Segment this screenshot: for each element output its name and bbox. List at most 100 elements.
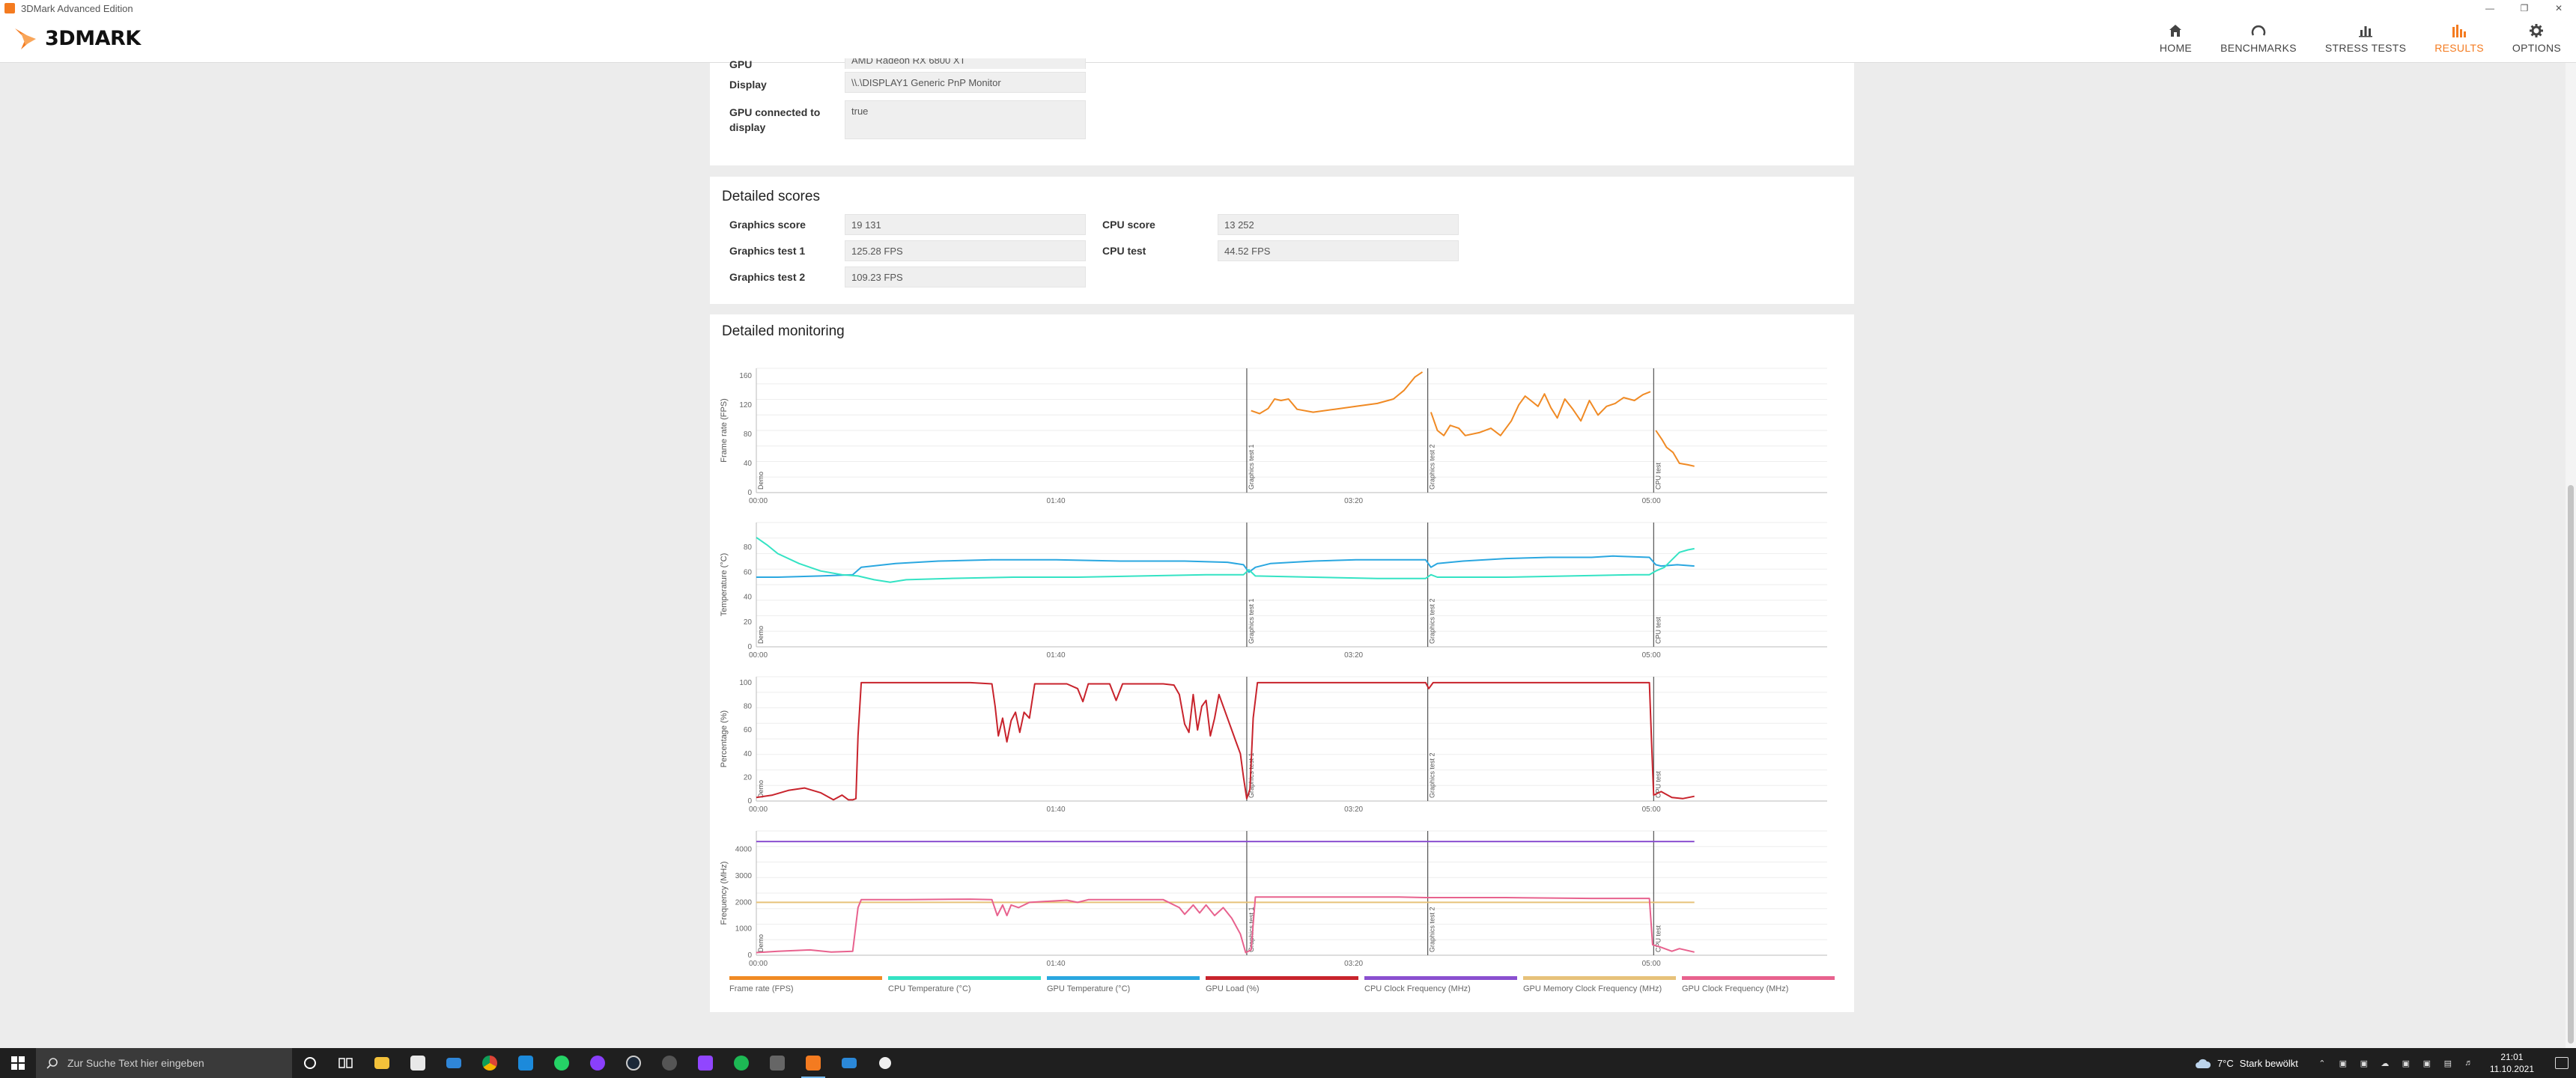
series-line-gpu-clock-frequency-mhz- xyxy=(756,896,1695,954)
chevron-up-icon[interactable]: ⌃ xyxy=(2318,1059,2326,1068)
test-marker-label: Demo xyxy=(757,626,765,644)
graphics-test-2-value: 109.23 FPS xyxy=(845,267,1086,287)
volume-icon[interactable]: ♬ xyxy=(2464,1059,2473,1068)
windows-taskbar: Zur Suche Text hier eingeben 7°C Stark b… xyxy=(0,1048,2576,1078)
legend-label: Frame rate (FPS) xyxy=(729,984,794,993)
series-line-gpu-load- xyxy=(756,681,1695,801)
3dmark-taskbar-icon[interactable] xyxy=(795,1048,831,1078)
system-tray: 7°C Stark bewölkt ⌃ ▣ ▣ ☁ ▣ ▣ ▤ ♬ 21:01 … xyxy=(2195,1048,2576,1078)
legend-label: GPU Load (%) xyxy=(1206,984,1260,993)
tray-app-icon[interactable]: ▣ xyxy=(2422,1059,2431,1068)
monitoring-legend: Frame rate (FPS) CPU Temperature (°C) GP… xyxy=(729,976,1835,993)
task-view-icon[interactable] xyxy=(328,1048,364,1078)
search-icon xyxy=(46,1058,58,1069)
app-icon-terminal[interactable] xyxy=(759,1048,795,1078)
x-tick-label: 00:00 xyxy=(749,651,768,660)
start-button[interactable] xyxy=(0,1048,36,1078)
onedrive-icon[interactable]: ☁ xyxy=(2381,1059,2390,1068)
legend-label: GPU Memory Clock Frequency (MHz) xyxy=(1523,984,1662,993)
detailed-scores-panel: Detailed scores Graphics score 19 131 Gr… xyxy=(710,177,1854,304)
series-line-frame-rate-fps- xyxy=(1655,430,1695,467)
app-icon-blue[interactable] xyxy=(508,1048,544,1078)
gear-icon xyxy=(2528,21,2545,37)
nav-stress-tests[interactable]: STRESS TESTS xyxy=(2325,21,2406,54)
twitch-icon[interactable] xyxy=(687,1048,723,1078)
y-tick-label: 40 xyxy=(744,594,753,602)
test-marker-label: Demo xyxy=(757,780,765,798)
app-icon-window[interactable] xyxy=(831,1048,867,1078)
tray-app-icon[interactable]: ▣ xyxy=(2402,1059,2411,1068)
legend-swatch xyxy=(888,976,1041,980)
messenger-icon[interactable] xyxy=(580,1048,616,1078)
legend-gpu-clock[interactable]: GPU Clock Frequency (MHz) xyxy=(1682,976,1835,993)
tray-app-icon[interactable]: ▣ xyxy=(2360,1059,2369,1068)
logo: 3DMARK xyxy=(13,25,141,51)
series-line-cpu-temperature-c- xyxy=(756,537,1695,583)
home-icon xyxy=(2167,21,2184,37)
cpu-test-value: 44.52 FPS xyxy=(1218,240,1459,261)
logo-flame-icon xyxy=(15,28,36,49)
file-explorer-icon[interactable] xyxy=(364,1048,400,1078)
y-tick-label: 2000 xyxy=(735,898,753,907)
test-marker-label: Graphics test 2 xyxy=(1429,598,1436,644)
nav-benchmarks[interactable]: BENCHMARKS xyxy=(2220,21,2297,54)
graphics-test-1-label: Graphics test 1 xyxy=(729,245,806,257)
y-tick-label: 0 xyxy=(747,951,752,960)
test-marker-label: Demo xyxy=(757,934,765,952)
legend-label: CPU Clock Frequency (MHz) xyxy=(1364,984,1471,993)
gog-icon[interactable] xyxy=(651,1048,687,1078)
chrome-icon[interactable] xyxy=(472,1048,508,1078)
logo-text: 3DMARK xyxy=(45,26,141,50)
legend-label: GPU Clock Frequency (MHz) xyxy=(1682,984,1789,993)
series-line-gpu-temperature-c- xyxy=(756,555,1695,578)
legend-gpu-memory-clock[interactable]: GPU Memory Clock Frequency (MHz) xyxy=(1523,976,1676,993)
nav-home[interactable]: HOME xyxy=(2160,21,2192,54)
whatsapp-icon[interactable] xyxy=(544,1048,580,1078)
y-tick-label: 40 xyxy=(744,460,753,468)
weather-widget[interactable]: 7°C Stark bewölkt xyxy=(2195,1057,2298,1069)
y-axis-label: Frame rate (FPS) xyxy=(720,398,729,463)
x-tick-label: 01:40 xyxy=(1047,651,1066,660)
legend-gpu-temperature[interactable]: GPU Temperature (°C) xyxy=(1047,976,1200,993)
nav-results[interactable]: RESULTS xyxy=(2434,21,2484,54)
nav-benchmarks-label: BENCHMARKS xyxy=(2220,42,2297,54)
test-marker-label: Graphics test 2 xyxy=(1429,907,1436,952)
test-marker-label: Graphics test 1 xyxy=(1248,444,1255,490)
cpu-score-value: 13 252 xyxy=(1218,214,1459,235)
network-icon[interactable]: ▤ xyxy=(2443,1059,2452,1068)
scrollbar-thumb[interactable] xyxy=(2568,485,2574,1044)
nav-options-label: OPTIONS xyxy=(2512,42,2561,54)
taskbar-clock[interactable]: 21:01 11.10.2021 xyxy=(2490,1051,2534,1075)
maximize-icon[interactable]: ❐ xyxy=(2520,3,2529,13)
y-tick-label: 60 xyxy=(744,568,753,576)
mail-icon[interactable] xyxy=(436,1048,472,1078)
legend-label: CPU Temperature (°C) xyxy=(888,984,971,993)
legend-swatch xyxy=(1047,976,1200,980)
notification-icon[interactable] xyxy=(2555,1057,2569,1069)
search-placeholder: Zur Suche Text hier eingeben xyxy=(67,1057,204,1069)
minimize-icon[interactable]: — xyxy=(2485,3,2494,13)
legend-framerate[interactable]: Frame rate (FPS) xyxy=(729,976,882,993)
settings-gear-icon[interactable] xyxy=(867,1048,903,1078)
legend-gpu-load[interactable]: GPU Load (%) xyxy=(1206,976,1358,993)
detailed-monitoring-panel: Detailed monitoring 0 40 80 120 160 00:00 01:4… xyxy=(710,314,1854,1012)
graphics-test-2-label: Graphics test 2 xyxy=(729,271,806,283)
close-icon[interactable]: ✕ xyxy=(2554,3,2563,13)
legend-cpu-clock[interactable]: CPU Clock Frequency (MHz) xyxy=(1364,976,1517,993)
results-chart-icon xyxy=(2451,21,2467,37)
spotify-icon[interactable] xyxy=(723,1048,759,1078)
cutoff-row: GPU AMD Radeon RX 6800 XT xyxy=(729,58,1703,69)
store-icon[interactable] xyxy=(400,1048,436,1078)
graphics-score-value: 19 131 xyxy=(845,214,1086,235)
test-marker-label: CPU test xyxy=(1654,616,1662,644)
nav-options[interactable]: OPTIONS xyxy=(2512,21,2561,54)
y-axis-label: Temperature (°C) xyxy=(720,553,729,616)
cortana-icon[interactable] xyxy=(292,1048,328,1078)
steam-icon[interactable] xyxy=(616,1048,651,1078)
legend-cpu-temperature[interactable]: CPU Temperature (°C) xyxy=(888,976,1041,993)
tray-app-icon[interactable]: ▣ xyxy=(2339,1059,2348,1068)
app-header: 3DMARK HOME BENCHMARKS STRESS TESTS RESU… xyxy=(0,16,2576,63)
taskbar-search[interactable]: Zur Suche Text hier eingeben xyxy=(36,1048,292,1078)
legend-label: GPU Temperature (°C) xyxy=(1047,984,1131,993)
x-tick-label: 03:20 xyxy=(1344,806,1363,814)
